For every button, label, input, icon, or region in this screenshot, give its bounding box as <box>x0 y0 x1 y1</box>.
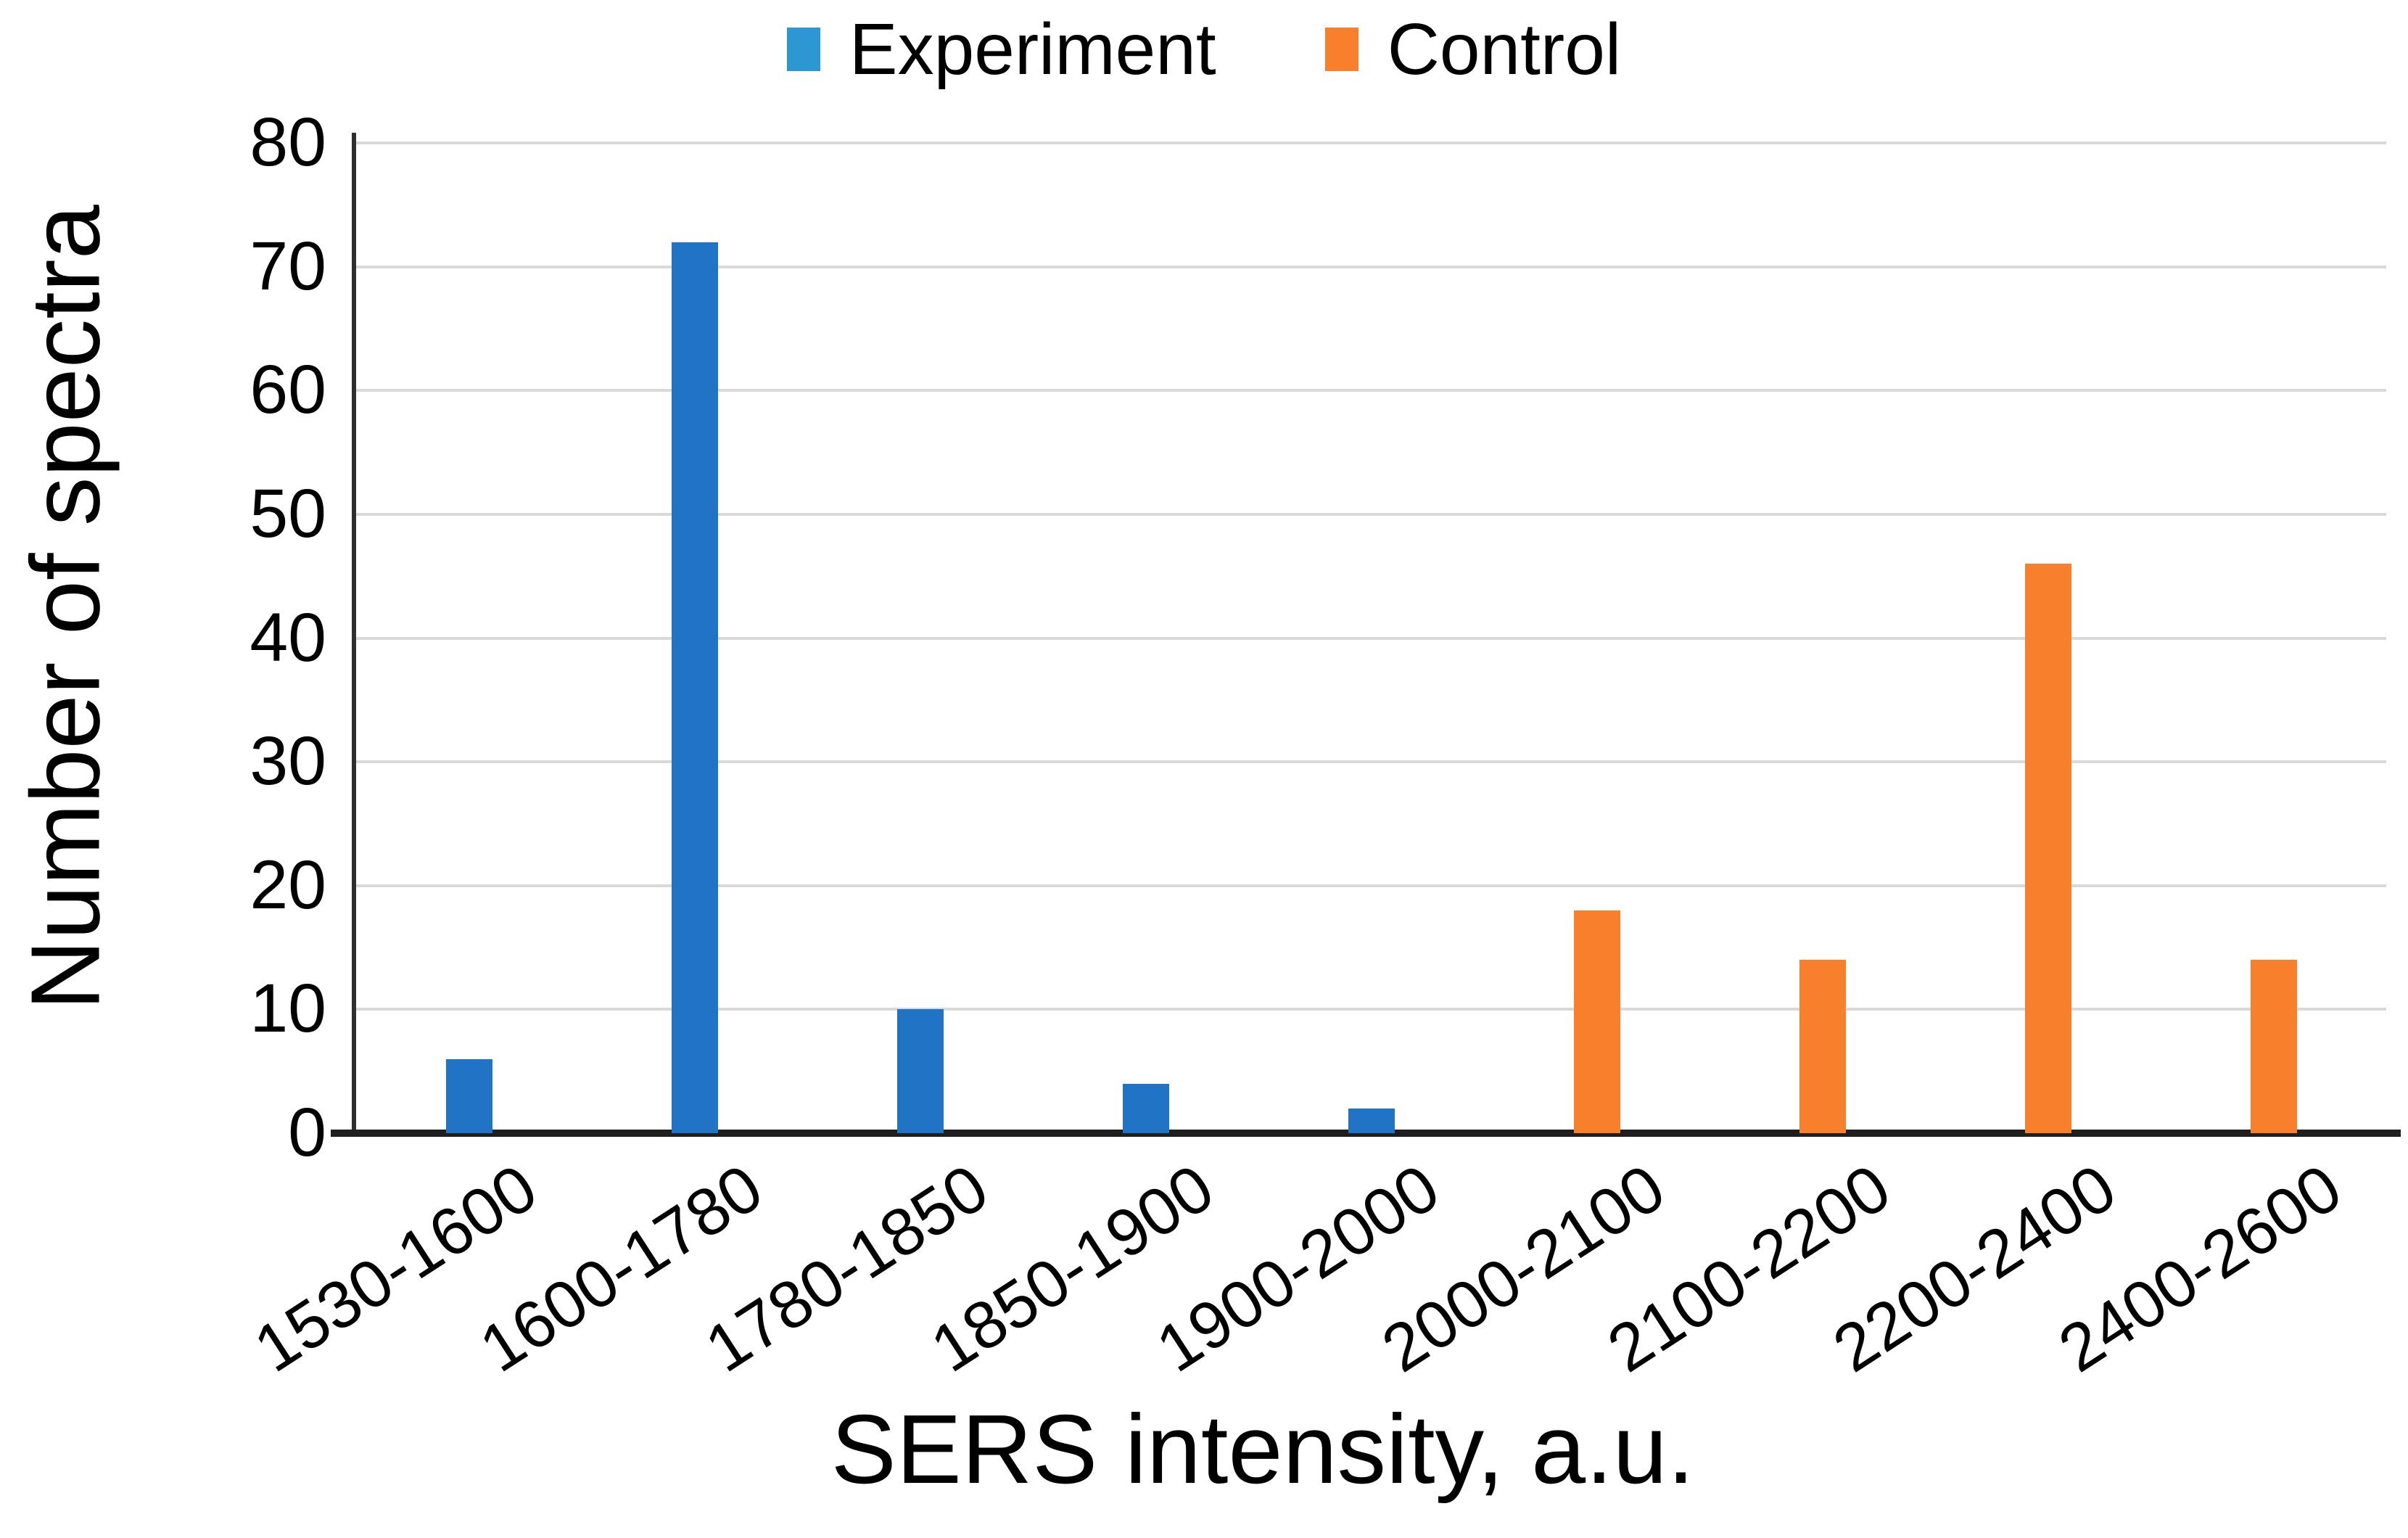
legend-label-experiment: Experiment <box>849 9 1216 90</box>
y-tick-label-10: 10 <box>250 970 326 1048</box>
bar-1530-1600 <box>445 1058 492 1133</box>
bar-1850-1900 <box>1122 1083 1169 1133</box>
gridline-y-30 <box>356 760 2386 764</box>
gridline-y-10 <box>356 1008 2386 1011</box>
x-axis-line <box>331 1130 2401 1137</box>
bar-2200-2400 <box>2024 564 2071 1133</box>
bar-1600-1780 <box>671 242 718 1133</box>
legend-label-control: Control <box>1387 9 1622 90</box>
bar-2400-2600 <box>2250 960 2297 1133</box>
y-axis-line <box>352 133 356 1133</box>
x-axis-title: SERS intensity, a.u. <box>830 1394 1695 1504</box>
y-tick-label-70: 70 <box>250 227 326 305</box>
bar-1780-1850 <box>896 1009 944 1133</box>
gridline-y-40 <box>356 636 2386 640</box>
gridline-y-80 <box>356 141 2386 144</box>
chart-legend: Experiment Control <box>0 13 2408 86</box>
legend-item-experiment: Experiment <box>786 9 1216 90</box>
bar-2100-2200 <box>1799 960 1846 1133</box>
gridline-y-50 <box>356 512 2386 516</box>
gridline-y-70 <box>356 265 2386 268</box>
bar-2000-2100 <box>1573 910 1620 1133</box>
y-tick-label-60: 60 <box>250 351 326 429</box>
y-tick-label-0: 0 <box>288 1094 326 1171</box>
y-tick-label-40: 40 <box>250 599 326 676</box>
gridline-y-20 <box>356 884 2386 887</box>
y-axis-title: Number of spectra <box>10 205 120 1011</box>
bar-1900-2000 <box>1348 1108 1395 1133</box>
gridline-y-60 <box>356 389 2386 392</box>
y-tick-label-20: 20 <box>250 846 326 924</box>
y-tick-label-80: 80 <box>250 104 326 181</box>
legend-swatch-experiment <box>786 28 820 71</box>
legend-item-control: Control <box>1324 9 1622 90</box>
y-tick-label-30: 30 <box>250 723 326 800</box>
legend-swatch-control <box>1324 28 1358 71</box>
y-tick-label-50: 50 <box>250 474 326 552</box>
